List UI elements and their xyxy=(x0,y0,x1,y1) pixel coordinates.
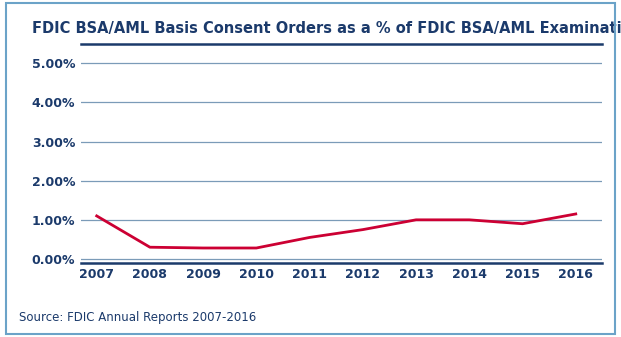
Title: FDIC BSA/AML Basis Consent Orders as a % of FDIC BSA/AML Examinations: FDIC BSA/AML Basis Consent Orders as a %… xyxy=(32,21,621,36)
Text: Source: FDIC Annual Reports 2007-2016: Source: FDIC Annual Reports 2007-2016 xyxy=(19,310,256,324)
